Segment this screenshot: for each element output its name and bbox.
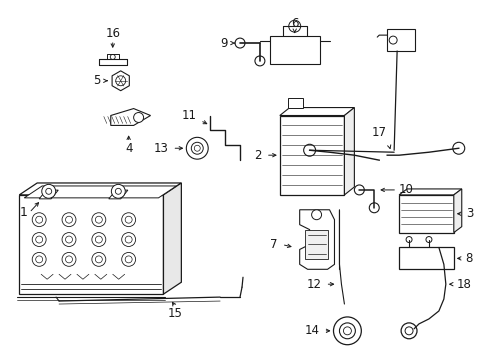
Circle shape xyxy=(95,216,102,223)
Polygon shape xyxy=(398,189,461,195)
Polygon shape xyxy=(344,108,354,195)
Circle shape xyxy=(125,216,132,223)
Text: 3: 3 xyxy=(465,207,472,220)
Circle shape xyxy=(122,213,135,227)
Polygon shape xyxy=(24,186,176,198)
Circle shape xyxy=(62,233,76,247)
Text: 10: 10 xyxy=(398,184,413,197)
Text: 18: 18 xyxy=(456,278,471,291)
Circle shape xyxy=(65,256,72,263)
Polygon shape xyxy=(163,183,181,294)
Bar xyxy=(398,247,453,269)
Bar xyxy=(386,29,414,51)
Polygon shape xyxy=(108,190,127,199)
Bar xyxy=(269,36,319,64)
Text: 9: 9 xyxy=(220,37,227,50)
Circle shape xyxy=(404,327,412,335)
Circle shape xyxy=(92,252,105,266)
Circle shape xyxy=(333,317,361,345)
Circle shape xyxy=(36,236,42,243)
Circle shape xyxy=(452,142,464,154)
Circle shape xyxy=(339,323,355,339)
Circle shape xyxy=(65,236,72,243)
Bar xyxy=(19,195,163,294)
Circle shape xyxy=(191,142,203,154)
Circle shape xyxy=(343,327,351,335)
Circle shape xyxy=(95,256,102,263)
Polygon shape xyxy=(279,108,354,116)
Text: 12: 12 xyxy=(306,278,321,291)
Circle shape xyxy=(400,323,416,339)
Circle shape xyxy=(405,237,411,243)
Polygon shape xyxy=(453,189,461,233)
Text: 13: 13 xyxy=(153,142,168,155)
Circle shape xyxy=(110,54,115,59)
Polygon shape xyxy=(39,190,58,199)
Circle shape xyxy=(194,145,200,151)
Bar xyxy=(279,116,344,195)
Polygon shape xyxy=(304,230,327,260)
Circle shape xyxy=(111,184,125,198)
Circle shape xyxy=(65,216,72,223)
Text: 6: 6 xyxy=(290,17,298,30)
Polygon shape xyxy=(111,109,150,125)
Circle shape xyxy=(46,188,52,194)
Circle shape xyxy=(32,233,46,247)
Circle shape xyxy=(311,210,321,220)
Circle shape xyxy=(288,20,300,32)
Text: 14: 14 xyxy=(304,324,319,337)
Circle shape xyxy=(36,216,42,223)
Polygon shape xyxy=(299,210,334,269)
Text: 1: 1 xyxy=(20,206,27,219)
Text: 2: 2 xyxy=(254,149,262,162)
Circle shape xyxy=(62,252,76,266)
Circle shape xyxy=(41,184,56,198)
Polygon shape xyxy=(19,183,181,195)
Text: 17: 17 xyxy=(371,126,386,139)
Circle shape xyxy=(235,38,244,48)
Circle shape xyxy=(254,56,264,66)
Circle shape xyxy=(122,233,135,247)
Text: 5: 5 xyxy=(93,74,101,87)
Circle shape xyxy=(125,236,132,243)
Text: 11: 11 xyxy=(181,109,196,122)
Text: 16: 16 xyxy=(105,27,120,40)
Circle shape xyxy=(425,237,431,243)
Polygon shape xyxy=(112,71,129,91)
Text: 4: 4 xyxy=(124,142,132,155)
Bar xyxy=(398,195,453,233)
Circle shape xyxy=(62,213,76,227)
Circle shape xyxy=(186,137,208,159)
Circle shape xyxy=(388,36,396,44)
Circle shape xyxy=(32,213,46,227)
Circle shape xyxy=(32,252,46,266)
Text: 7: 7 xyxy=(270,238,277,251)
Circle shape xyxy=(122,252,135,266)
Circle shape xyxy=(125,256,132,263)
Circle shape xyxy=(303,144,315,156)
Text: 15: 15 xyxy=(167,307,183,320)
Circle shape xyxy=(95,236,102,243)
Circle shape xyxy=(92,213,105,227)
Circle shape xyxy=(116,76,125,86)
Circle shape xyxy=(36,256,42,263)
Bar xyxy=(287,98,302,108)
Circle shape xyxy=(115,188,121,194)
Circle shape xyxy=(354,185,364,195)
Circle shape xyxy=(368,203,379,213)
Text: 8: 8 xyxy=(465,252,472,265)
Circle shape xyxy=(92,233,105,247)
Circle shape xyxy=(133,113,143,122)
